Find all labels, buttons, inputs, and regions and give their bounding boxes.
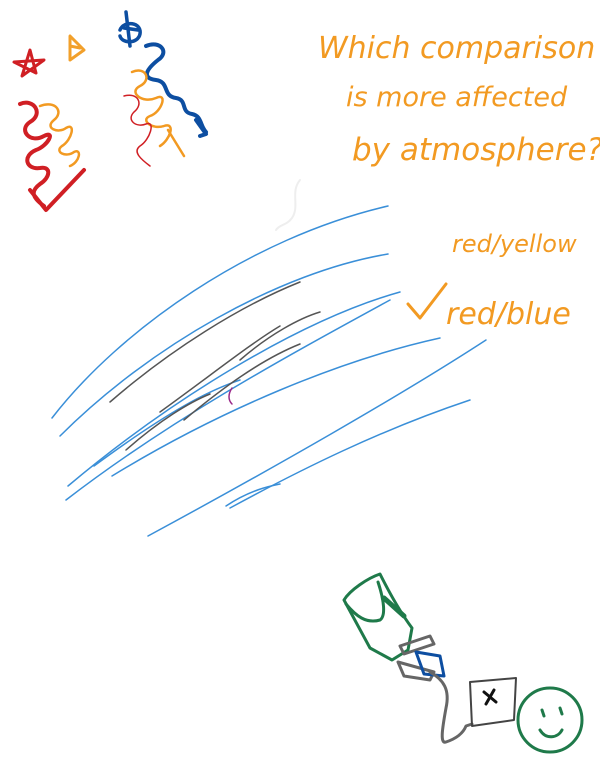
option-red-yellow: red/yellow	[452, 230, 577, 258]
blue-light-path	[144, 42, 208, 138]
red-light-path-thin	[123, 94, 152, 167]
yellow-light-path-left	[38, 103, 81, 168]
yellow-star-icon	[68, 34, 86, 62]
red-light-path	[18, 100, 86, 212]
blue-star-icon	[118, 10, 142, 48]
purple-mark	[228, 387, 233, 405]
camera-icon	[428, 670, 517, 744]
telescope-icon	[342, 572, 446, 682]
atmosphere-lines	[51, 205, 487, 537]
checkmark-icon	[406, 282, 448, 320]
smiley-face-icon	[516, 686, 584, 754]
question-line-2: is more affected	[346, 82, 568, 113]
answer-options: red/yellow red/blue	[406, 230, 577, 332]
question-line-3: by atmosphere?	[352, 132, 600, 168]
option-red-blue: red/blue	[446, 297, 571, 332]
question-text: Which comparison is more affected by atm…	[318, 31, 600, 168]
yellow-light-path-right	[130, 69, 186, 158]
red-star-icon	[12, 48, 46, 78]
question-line-1: Which comparison	[318, 31, 595, 66]
dark-lines	[109, 281, 321, 451]
